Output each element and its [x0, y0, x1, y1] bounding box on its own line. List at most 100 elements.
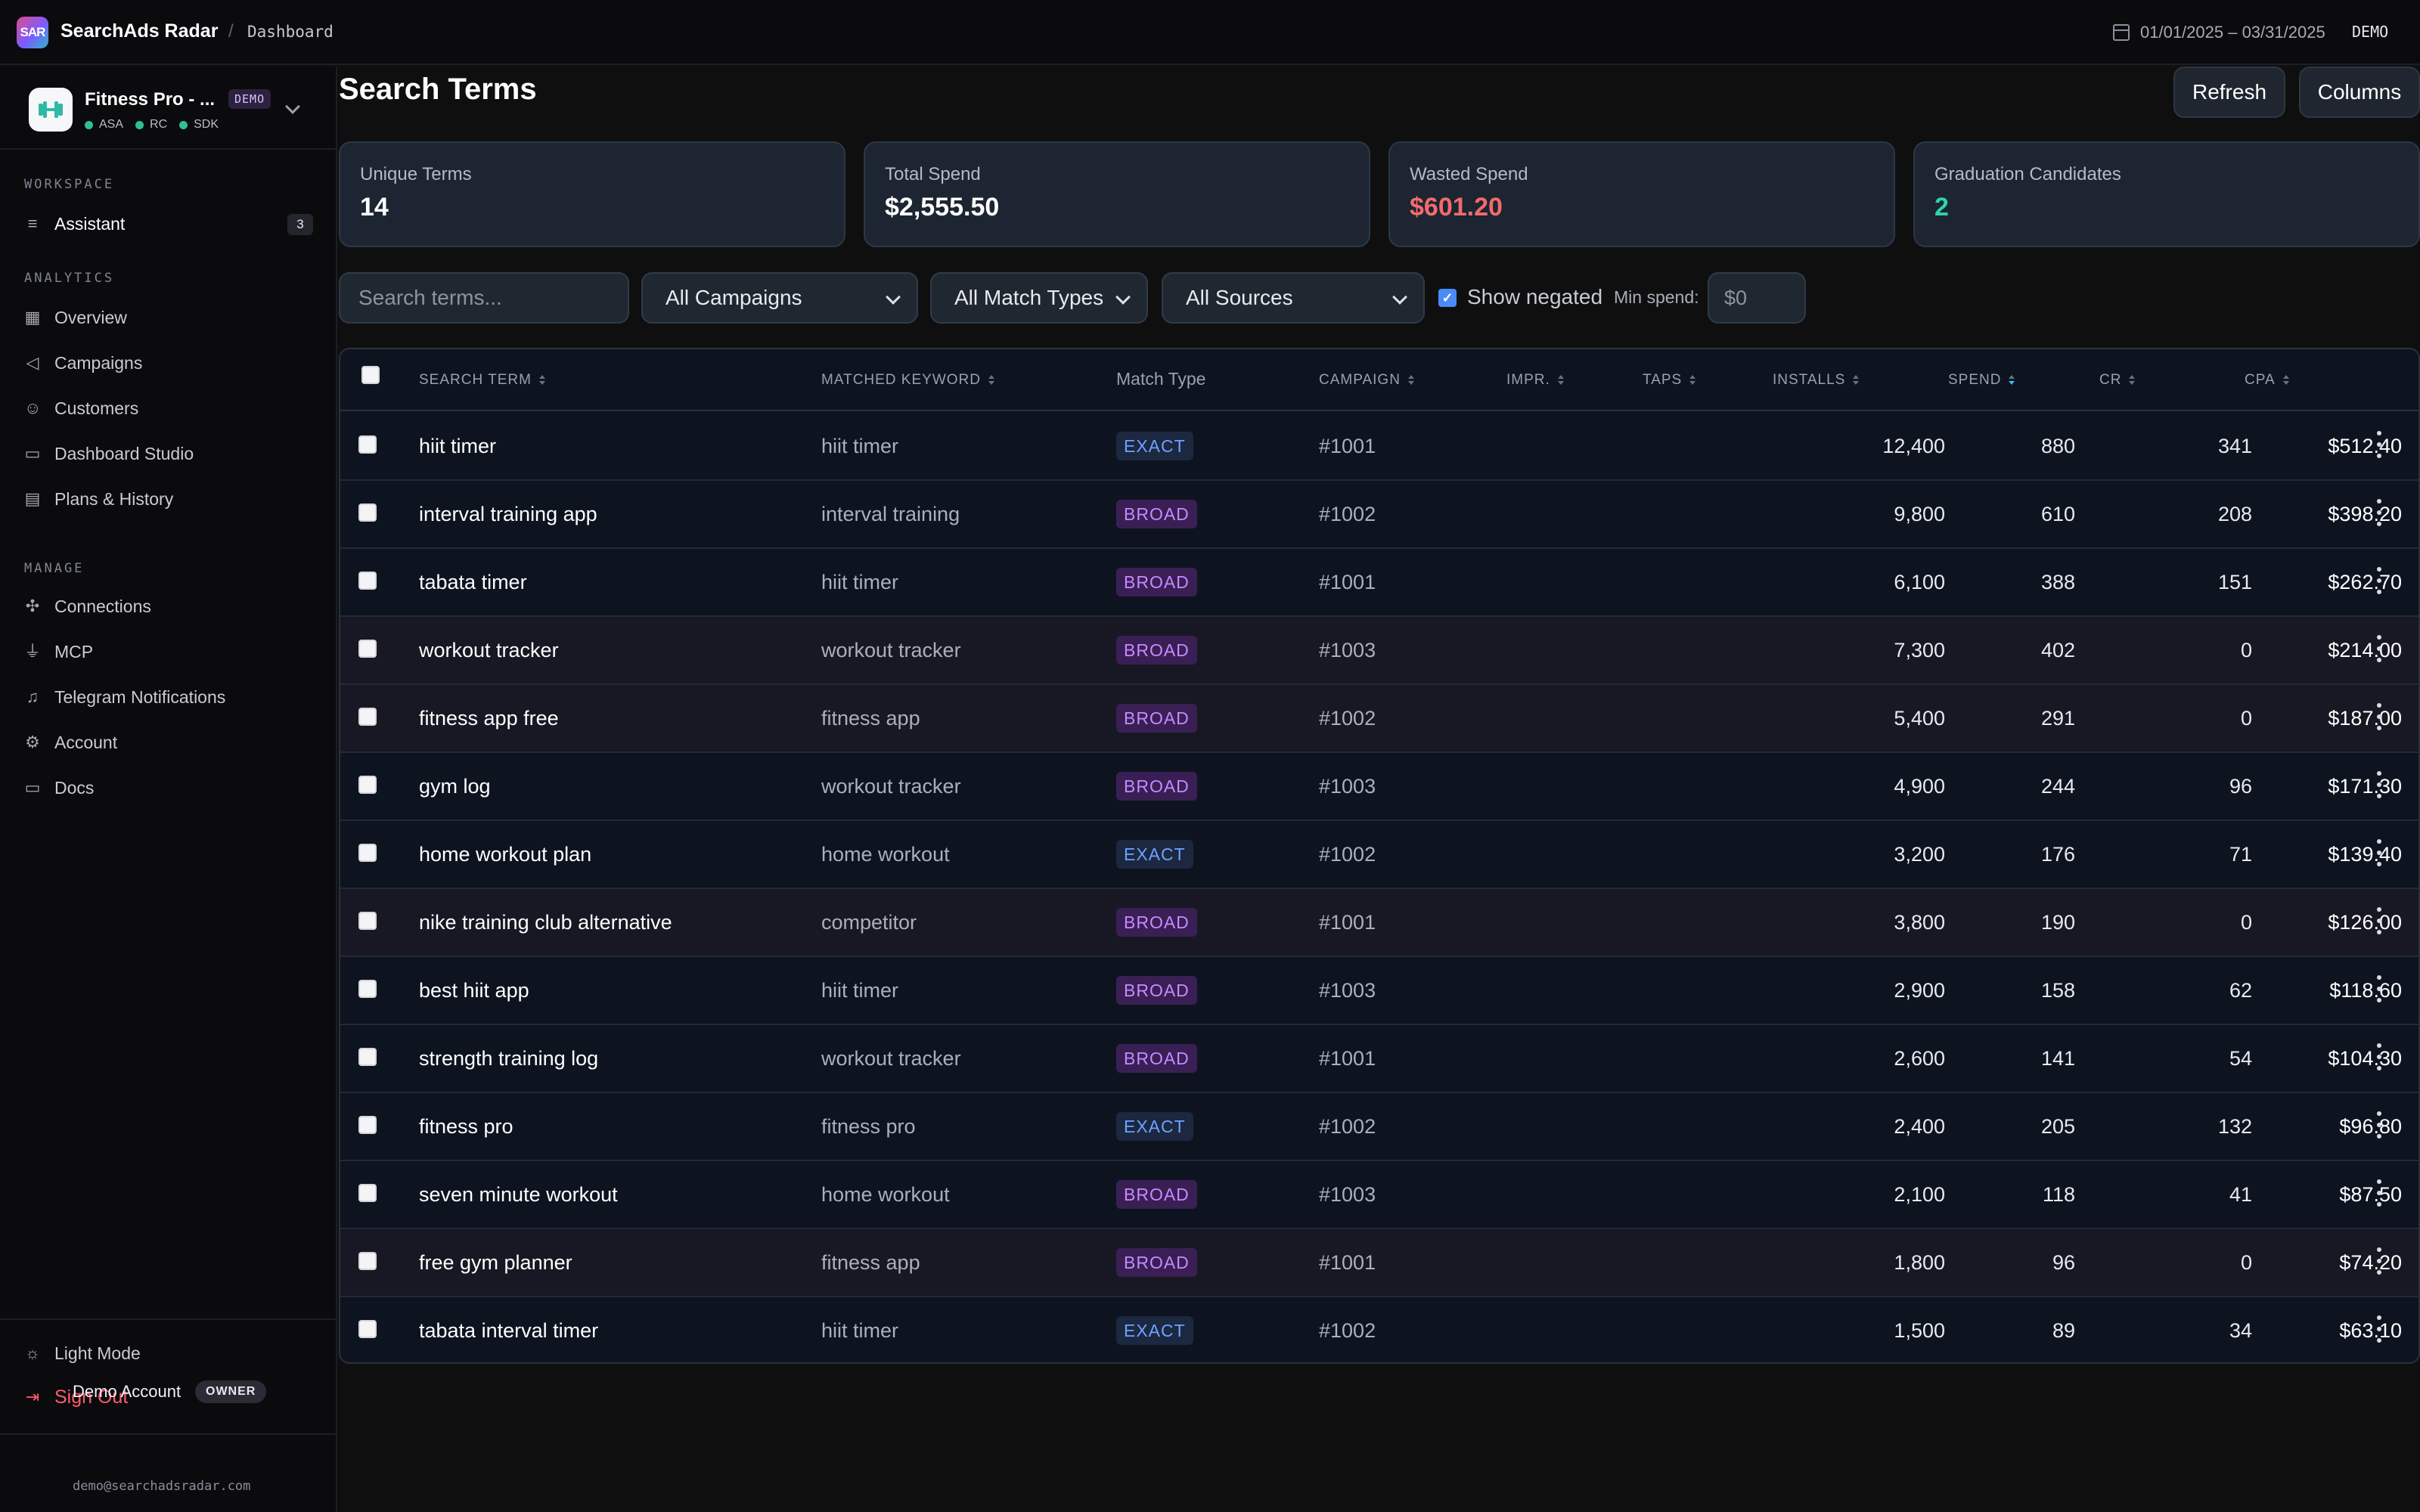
row-checkbox[interactable] [358, 1252, 377, 1270]
row-checkbox[interactable] [358, 503, 377, 522]
row-checkbox[interactable] [358, 435, 377, 454]
row-menu-icon[interactable] [2376, 975, 2382, 1002]
table-row[interactable]: hiit timer hiit timer EXACT #1001 12,400 880 3… [340, 413, 2418, 481]
table-row[interactable]: interval training app interval training BR… [340, 481, 2418, 549]
row-menu-icon[interactable] [2376, 1179, 2382, 1207]
column-header-campaign[interactable]: CAMPAIGN [1319, 372, 1414, 389]
columns-button[interactable]: Columns [2299, 67, 2420, 118]
row-menu-icon[interactable] [2376, 567, 2382, 594]
column-header-matched-keyword[interactable]: MATCHED KEYWORD [821, 372, 994, 389]
source-list: ASA RC SDK [85, 118, 219, 132]
sidebar-item-campaigns[interactable]: ◁ Campaigns [24, 348, 319, 378]
sidebar-item-label: Account [54, 732, 118, 752]
search-input[interactable]: Search terms... [339, 272, 629, 324]
calendar-icon[interactable] [2113, 24, 2130, 41]
column-header-spend[interactable]: SPEND [1948, 372, 2015, 389]
row-menu-icon[interactable] [2376, 499, 2382, 526]
breadcrumb[interactable]: Dashboard [247, 23, 334, 41]
source-select[interactable]: All Sources [1162, 272, 1425, 324]
row-checkbox[interactable] [358, 708, 377, 726]
table-row[interactable]: workout tracker workout tracker BROAD #1003… [340, 617, 2418, 685]
match-type-badge: BROAD [1116, 976, 1197, 1005]
brand-logo[interactable]: SAR [17, 17, 48, 48]
row-checkbox[interactable] [358, 640, 377, 658]
impressions-cell: 6,100 [1894, 570, 1945, 593]
row-menu-icon[interactable] [2376, 1043, 2382, 1070]
row-checkbox[interactable] [358, 1116, 377, 1134]
row-checkbox[interactable] [358, 776, 377, 794]
sort-icon [1853, 375, 1860, 386]
sidebar-item-plans-history[interactable]: ▤ Plans & History [24, 484, 319, 514]
row-menu-icon[interactable] [2376, 1315, 2382, 1343]
row-checkbox[interactable] [358, 1320, 377, 1338]
show-negated-checkbox[interactable]: ✓ [1438, 289, 1457, 307]
installs-cell: 34 [2229, 1318, 2252, 1342]
sign-out-button[interactable]: ⇥ Sign Out [24, 1382, 319, 1412]
sidebar-item-telegram-notifications[interactable]: ♫ Telegram Notifications [24, 682, 319, 712]
app-switcher[interactable]: Fitness Pro - ... DEMO ASA RC SDK [0, 67, 336, 150]
spend-cell: $126.00 [2328, 910, 2402, 934]
column-header-cr[interactable]: CR [2099, 372, 2136, 389]
row-menu-icon[interactable] [2376, 907, 2382, 934]
refresh-button[interactable]: Refresh [2173, 67, 2285, 118]
column-header-impressions[interactable]: IMPR. [1506, 372, 1564, 389]
column-header-taps[interactable]: TAPS [1643, 372, 1696, 389]
row-menu-icon[interactable] [2376, 1111, 2382, 1139]
sidebar-footer [0, 1318, 336, 1512]
row-checkbox[interactable] [358, 980, 377, 998]
min-spend-input[interactable]: $0 [1708, 272, 1806, 324]
sort-icon [2282, 375, 2289, 386]
table-row[interactable]: gym log workout tracker BROAD #1003 4,900 244… [340, 753, 2418, 821]
row-checkbox[interactable] [358, 1048, 377, 1066]
sidebar-item-dashboard-studio[interactable]: ▭ Dashboard Studio [24, 438, 319, 469]
row-menu-icon[interactable] [2376, 703, 2382, 730]
table-row[interactable]: tabata timer hiit timer BROAD #1001 6,100 388… [340, 549, 2418, 617]
row-checkbox[interactable] [358, 572, 377, 590]
row-menu-icon[interactable] [2376, 431, 2382, 458]
sidebar-item-customers[interactable]: ☺ Customers [24, 393, 319, 423]
search-term-cell: free gym planner [419, 1250, 572, 1274]
sidebar-item-docs[interactable]: ▭ Docs [24, 773, 319, 803]
taps-cell: 244 [2040, 774, 2075, 798]
table-row[interactable]: fitness app free fitness app BROAD #1002 5,4… [340, 685, 2418, 753]
cr-cell: 34.75% [2307, 1161, 2418, 1228]
table-row[interactable]: nike training club alternative competitor… [340, 889, 2418, 957]
table-row[interactable]: tabata interval timer hiit timer EXACT #100… [340, 1297, 2418, 1362]
spend-cell: $398.20 [2328, 502, 2402, 525]
table-row[interactable]: best hiit app hiit timer BROAD #1003 2,900 15… [340, 957, 2418, 1025]
sidebar-item-account[interactable]: ⚙ Account [24, 727, 319, 758]
date-range-picker[interactable]: 01/01/2025 – 03/31/2025 [2140, 23, 2325, 42]
table-row[interactable]: free gym planner fitness app BROAD #1001 1,8… [340, 1229, 2418, 1297]
table-row[interactable]: home workout plan home workout EXACT #1002 3… [340, 821, 2418, 889]
impressions-cell: 5,400 [1894, 706, 1945, 730]
column-header-search-term[interactable]: SEARCH TERM [419, 372, 545, 389]
light-mode-toggle[interactable]: ☼ Light Mode [24, 1338, 319, 1368]
sidebar-item-label: Connections [54, 596, 151, 616]
sidebar-item-mcp[interactable]: ⏚ MCP [24, 637, 319, 667]
table-row[interactable]: seven minute workout home workout BROAD #10… [340, 1161, 2418, 1229]
stat-value: $601.20 [1410, 193, 1503, 222]
sidebar-item-connections[interactable]: ✣ Connections [24, 591, 319, 621]
column-header-installs[interactable]: INSTALLS [1773, 372, 1860, 389]
row-menu-icon[interactable] [2376, 839, 2382, 866]
row-checkbox[interactable] [358, 844, 377, 862]
row-checkbox[interactable] [358, 1184, 377, 1202]
cr-cell: 0% [2307, 889, 2418, 956]
spend-cell: $262.70 [2328, 570, 2402, 593]
campaign-select[interactable]: All Campaigns [641, 272, 918, 324]
column-header-cpa[interactable]: CPA [2245, 372, 2289, 389]
sidebar-item-assistant[interactable]: ≡ Assistant 3 [24, 209, 319, 239]
brand-name[interactable]: SearchAds Radar [60, 20, 219, 42]
match-type-select[interactable]: All Match Types [930, 272, 1148, 324]
show-negated-label[interactable]: Show negated [1467, 285, 1603, 308]
table-row[interactable]: fitness pro fitness pro EXACT #1002 2,400 205… [340, 1093, 2418, 1161]
row-menu-icon[interactable] [2376, 771, 2382, 798]
select-all-checkbox[interactable] [361, 366, 380, 384]
row-menu-icon[interactable] [2376, 635, 2382, 662]
search-term-cell: fitness pro [419, 1114, 513, 1138]
row-menu-icon[interactable] [2376, 1247, 2382, 1275]
sidebar-item-overview[interactable]: ▦ Overview [24, 302, 319, 333]
table-row[interactable]: strength training log workout tracker BROA… [340, 1025, 2418, 1093]
chevron-down-icon[interactable] [285, 99, 300, 114]
row-checkbox[interactable] [358, 912, 377, 930]
